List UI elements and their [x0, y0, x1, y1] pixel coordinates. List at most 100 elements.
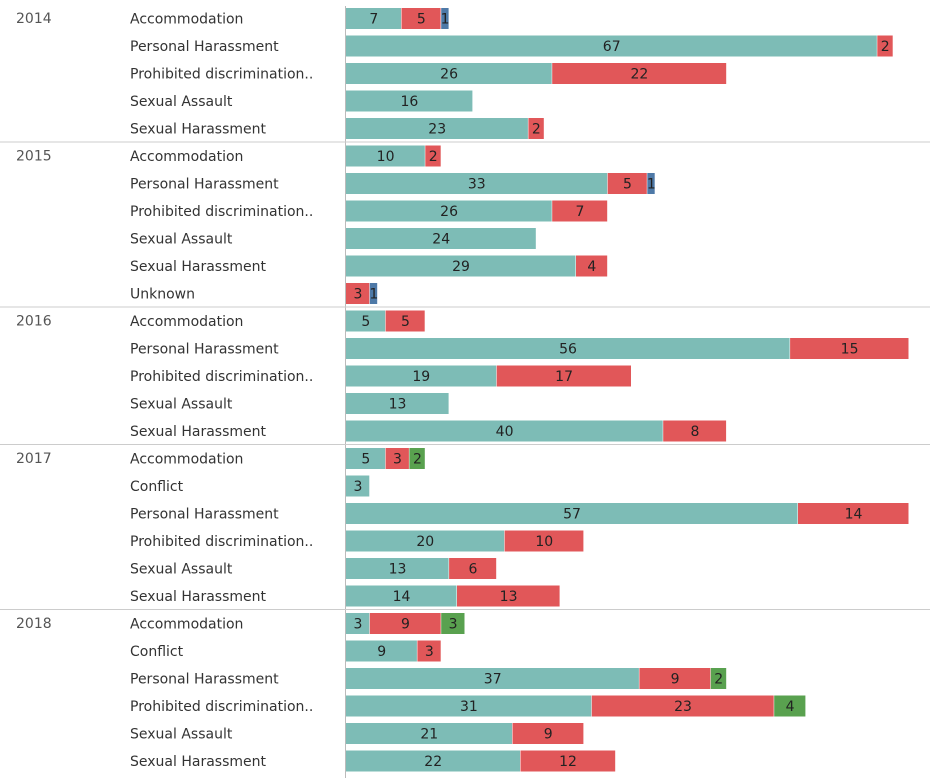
value-label: 3: [353, 287, 362, 303]
bar-segment-red: [401, 8, 441, 29]
bar-segment-red: [425, 145, 441, 167]
bar-segment-teal: [346, 558, 449, 579]
value-label: 1: [369, 287, 378, 303]
bar-segment-green: [710, 668, 727, 689]
bar-segment-teal: [346, 310, 386, 332]
bar-segment-teal: [346, 420, 663, 442]
value-label: 16: [400, 94, 418, 110]
bar-segment-teal: [346, 63, 552, 84]
value-label: 23: [674, 699, 692, 715]
category-label: Conflict: [130, 479, 184, 495]
value-label: 5: [401, 314, 410, 330]
value-label: 3: [425, 644, 434, 660]
value-label: 5: [361, 314, 370, 330]
value-label: 24: [432, 232, 450, 248]
year-label: 2017: [16, 451, 52, 467]
bar-segment-teal: [346, 723, 512, 744]
category-label: Prohibited discrimination..: [130, 534, 313, 550]
category-label: Accommodation: [130, 452, 243, 468]
category-label: Sexual Harassment: [130, 259, 266, 275]
bar-segment-red: [552, 63, 727, 84]
category-label: Sexual Assault: [130, 94, 233, 110]
bar-segment-green: [409, 448, 425, 469]
category-label: Personal Harassment: [130, 507, 279, 523]
value-label: 29: [452, 259, 470, 275]
bar-segment-red: [591, 695, 774, 717]
bar-segment-blue: [441, 8, 449, 29]
category-label: Sexual Assault: [130, 232, 233, 248]
value-label: 4: [587, 259, 596, 275]
bar-segment-red: [449, 558, 497, 579]
year-label: 2016: [16, 314, 52, 330]
value-label: 2: [429, 149, 438, 165]
value-label: 19: [412, 369, 430, 385]
bar-segment-red: [512, 723, 584, 744]
value-label: 1: [647, 177, 656, 193]
value-label: 5: [623, 177, 632, 193]
category-label: Sexual Harassment: [130, 122, 266, 138]
category-label: Sexual Harassment: [130, 589, 266, 605]
value-label: 1: [441, 12, 450, 28]
year-label: 2015: [16, 149, 52, 165]
bar-segment-red: [528, 118, 544, 139]
category-label: Sexual Harassment: [130, 754, 266, 770]
bar-segment-teal: [346, 668, 639, 689]
value-label: 6: [468, 562, 477, 578]
value-label: 7: [369, 12, 378, 28]
bar-segment-teal: [346, 255, 576, 277]
category-label: Sexual Harassment: [130, 424, 266, 440]
value-label: 26: [440, 204, 458, 220]
bar-segment-teal: [346, 118, 528, 139]
value-label: 17: [555, 369, 573, 385]
value-label: 2: [413, 452, 422, 468]
value-label: 14: [845, 507, 863, 523]
value-label: 2: [714, 672, 723, 688]
bar-segment-teal: [346, 393, 449, 414]
value-label: 12: [559, 754, 577, 770]
category-label: Personal Harassment: [130, 672, 279, 688]
bar-segment-blue: [647, 173, 655, 194]
value-label: 9: [377, 644, 386, 660]
value-label: 14: [393, 589, 411, 605]
bar-segment-teal: [346, 448, 386, 469]
bar-segment-teal: [346, 173, 608, 194]
category-label: Personal Harassment: [130, 342, 279, 358]
category-label: Sexual Assault: [130, 562, 233, 578]
bar-segment-green: [441, 613, 465, 634]
bar-segment-red: [496, 365, 631, 387]
bar-segment-teal: [346, 503, 798, 524]
value-label: 2: [881, 39, 890, 55]
bar-segment-red: [877, 35, 893, 57]
bar-segment-teal: [346, 613, 370, 634]
category-label: Personal Harassment: [130, 177, 279, 193]
value-label: 4: [786, 699, 795, 715]
value-label: 5: [417, 12, 426, 28]
bar-segment-blue: [369, 283, 378, 304]
value-label: 9: [671, 672, 680, 688]
category-label: Accommodation: [130, 149, 243, 165]
value-label: 31: [460, 699, 478, 715]
bar-segment-teal: [346, 750, 520, 772]
bar-segment-teal: [346, 200, 552, 222]
value-label: 9: [401, 617, 410, 633]
bar-segment-red: [639, 668, 711, 689]
bar-segment-red: [346, 283, 370, 304]
bar-segment-green: [774, 695, 806, 717]
value-label: 57: [563, 507, 581, 523]
value-label: 2: [532, 122, 541, 138]
category-label: Personal Harassment: [130, 39, 279, 55]
category-label: Accommodation: [130, 314, 243, 330]
bar-segment-red: [790, 338, 909, 359]
value-label: 20: [416, 534, 434, 550]
bar-segment-red: [385, 448, 409, 469]
bar-segment-teal: [346, 8, 401, 29]
value-label: 9: [544, 727, 553, 743]
value-label: 3: [449, 617, 458, 633]
bar-segment-red: [607, 173, 647, 194]
value-label: 33: [468, 177, 486, 193]
value-label: 56: [559, 342, 577, 358]
bar-segment-teal: [346, 695, 592, 717]
value-label: 13: [389, 562, 407, 578]
category-label: Prohibited discrimination..: [130, 67, 313, 83]
category-label: Accommodation: [130, 617, 243, 633]
